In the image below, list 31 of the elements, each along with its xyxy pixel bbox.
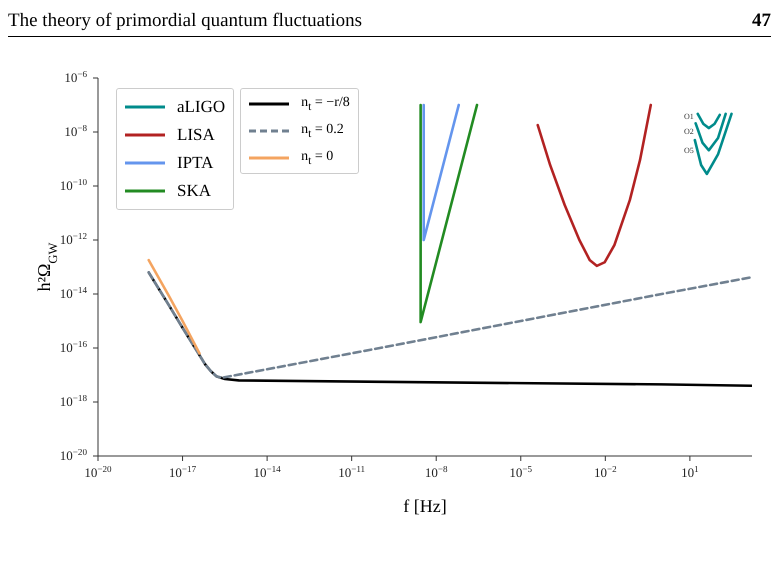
x-tick-label: 10$^{1}$ — [681, 464, 699, 480]
y-tick-label: 10$^{−14}$ — [60, 285, 88, 301]
x-tick-label: 10$^{−20}$ — [84, 464, 112, 480]
x-tick-label: 10$^{−17}$ — [168, 464, 197, 480]
line-series — [696, 112, 722, 130]
legend-label: SKA — [177, 180, 212, 202]
annotation: O1 — [684, 112, 694, 121]
line-series — [694, 112, 727, 152]
y-tick-label: 10$^{−16}$ — [60, 339, 88, 355]
y-tick-label: 10$^{−12}$ — [60, 231, 88, 247]
text: 47 — [752, 10, 771, 32]
legend-label: IPTA — [177, 152, 214, 174]
x-tick-label: 10$^{−14}$ — [253, 464, 282, 480]
chart-title: The theory of primordial quantum fluctuations — [8, 10, 362, 32]
legend-label: n$_{t}$ = 0 — [301, 148, 334, 168]
x-axis-title: f [Hz] — [403, 496, 447, 516]
y-tick-label: 10$^{−18}$ — [60, 393, 88, 409]
y-tick-label: 10$^{−6}$ — [64, 69, 88, 85]
y-tick-label: 10$^{−8}$ — [64, 123, 88, 139]
legend-label: n$_{t}$ = 0.2 — [301, 120, 344, 142]
legend-label: n$_{t}$ = −r/8 — [301, 94, 350, 115]
x-tick-label: 10$^{−11}$ — [338, 464, 366, 480]
legend-label: LISA — [177, 124, 215, 146]
y-tick-label: 10$^{−10}$ — [60, 177, 88, 193]
x-tick-label: 10$^{−5}$ — [509, 464, 533, 480]
y-tick-label: 10$^{−20}$ — [60, 447, 88, 463]
x-tick-label: 10$^{−8}$ — [424, 464, 448, 480]
annotation: O2 — [684, 127, 694, 136]
x-tick-label: 10$^{−2}$ — [594, 464, 618, 480]
annotation: O5 — [684, 146, 694, 155]
legend-label: aLIGO — [177, 96, 226, 118]
